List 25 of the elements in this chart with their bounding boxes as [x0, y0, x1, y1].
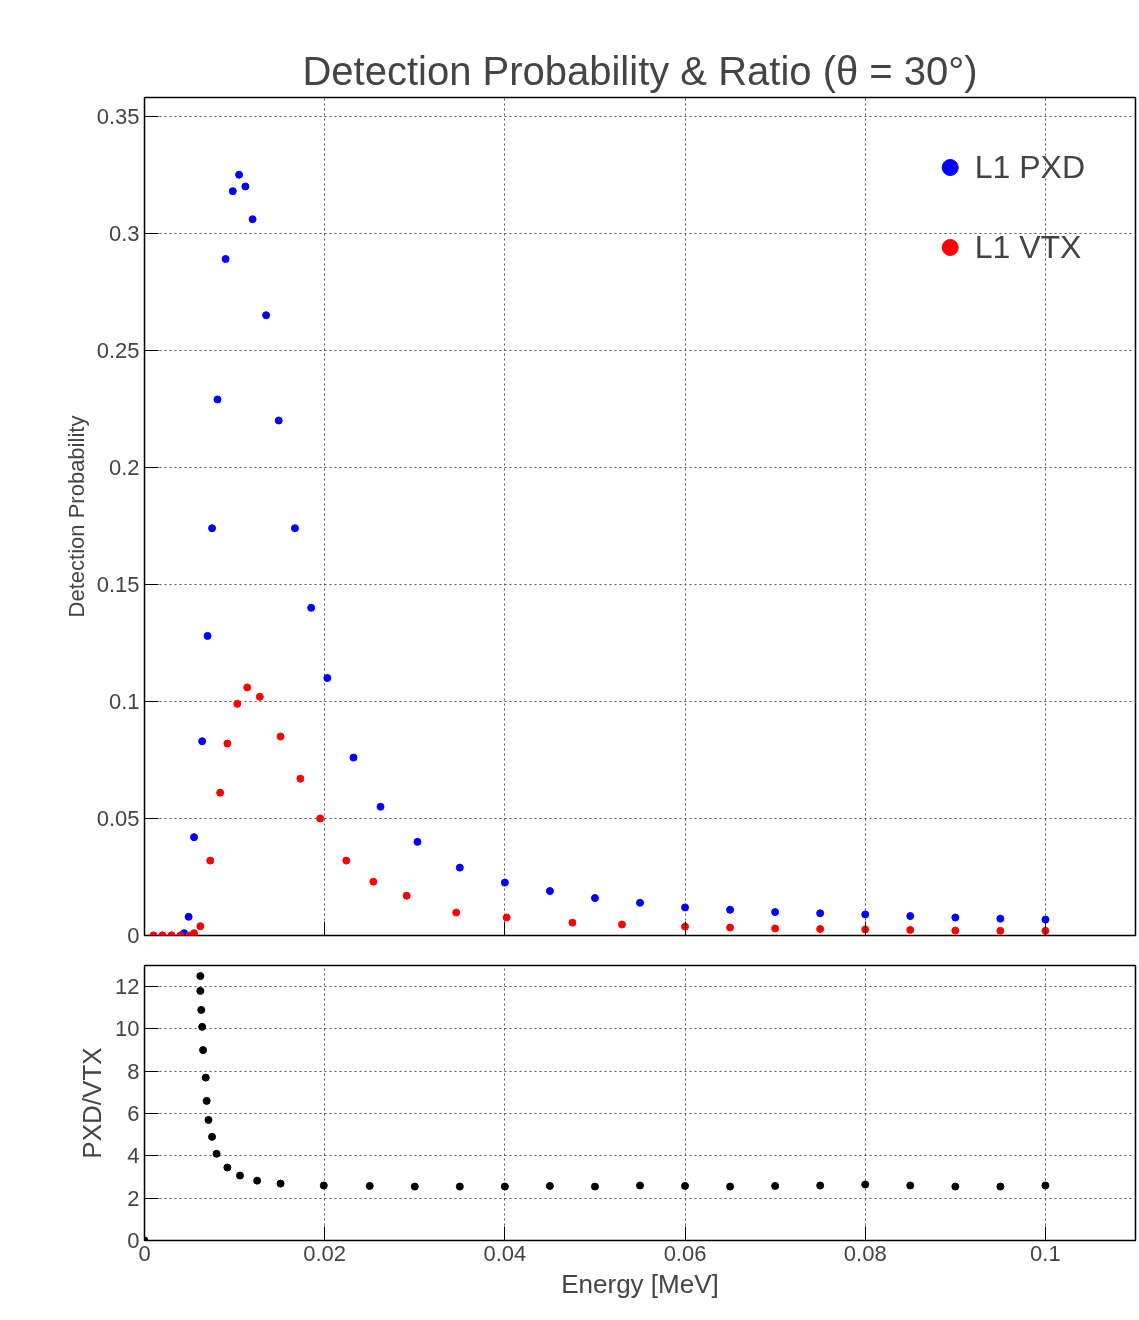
y-tick-label: 0	[127, 923, 140, 948]
y-tick-label: 6	[127, 1101, 140, 1127]
y-tick-label: 0.05	[96, 805, 140, 831]
y-tick-label: 2	[127, 1185, 140, 1211]
y-tick-label: 12	[115, 974, 140, 1000]
x-tick-label: 0.02	[303, 1240, 347, 1266]
y-tick-label: 0.1	[108, 688, 140, 714]
x-axis-title: Energy [MeV]	[561, 1268, 719, 1299]
x-tick-label: 0.1	[1030, 1240, 1061, 1266]
legend-label: L1 VTX	[974, 228, 1082, 266]
y-tick-label: 0.25	[96, 337, 140, 363]
y-tick-label: 0.35	[96, 103, 140, 129]
x-tick-label: 0.04	[483, 1240, 527, 1266]
y-axis-title: Detection Probability	[63, 415, 89, 618]
legend-label: L1 PXD	[974, 148, 1085, 186]
chart-title: Detection Probability & Ratio (θ = 30°)	[302, 48, 978, 93]
y-tick-label: 10	[115, 1016, 140, 1042]
x-tick-label: 0.06	[663, 1240, 707, 1266]
y-tick-label: 0.2	[108, 454, 140, 480]
x-tick-label: 0.08	[843, 1240, 887, 1266]
y-tick-label: 0.15	[96, 571, 140, 597]
y-tick-label: 4	[127, 1143, 140, 1169]
y-tick-label: 0.3	[108, 220, 140, 246]
y-tick-label: 8	[127, 1058, 140, 1084]
y-axis-title: PXD/VTX	[77, 1047, 108, 1159]
